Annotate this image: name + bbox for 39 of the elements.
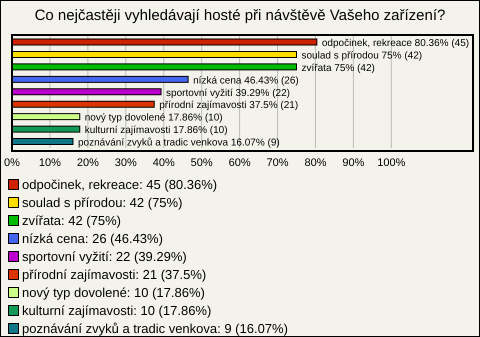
data-label: nízká cena 46.43% (26) — [193, 75, 299, 86]
data-label: zvířata 75% (42) — [302, 62, 375, 74]
data-label: soulad s přírodou 75% (42) — [302, 50, 422, 62]
text: zvířata: 42 (75%) — [22, 212, 121, 228]
x-tick-label: 30% — [114, 156, 138, 169]
bar — [12, 126, 80, 133]
bar — [12, 50, 298, 58]
x-tick-label: 80% — [304, 156, 327, 169]
x-tick-label: 50% — [190, 156, 213, 169]
x-tick-label: 10% — [38, 156, 62, 169]
x-tick-label: 90% — [342, 156, 365, 169]
data-label: přírodní zajímavosti 37.5% (21) — [159, 100, 298, 112]
bar — [12, 100, 155, 108]
x-tick-label: 70% — [266, 156, 289, 169]
x-tick-label: 40% — [152, 156, 175, 169]
bar — [12, 88, 162, 96]
text: nový typ dovolené: 10 (17.86%) — [22, 284, 205, 300]
data-label: nový typ dovolené 17.86% (10) — [84, 112, 223, 124]
text: soulad s přírodou: 42 (75%) — [22, 194, 182, 210]
data-label: poznávání zvyků a tradic venkova 16.07% (9) — [78, 136, 280, 149]
text: nízká cena: 26 (46.43%) — [22, 230, 163, 246]
x-tick-label: 20% — [76, 156, 100, 169]
text: sportovní vyžití: 22 (39.29%) — [22, 248, 187, 264]
text: odpočinek, rekreace: 45 (80.36%) — [22, 176, 218, 192]
text: kulturní zajímavosti: 10 (17.86%) — [22, 302, 212, 318]
chart-title: Co nejčastěji vyhledávají hosté při návštěvě Vašeho zařízení? — [34, 7, 446, 24]
text: poznávání zvyků a tradic venkova: 9 (16.07%) — [22, 320, 288, 336]
bar — [12, 63, 298, 70]
data-label: kulturní zajímavosti 17.86% (10) — [84, 125, 228, 136]
data-label: sportovní vyžití 39.29% (22) — [166, 88, 290, 99]
x-tick-label: 0% — [4, 156, 20, 169]
bar — [12, 138, 74, 146]
x-tick-label: 60% — [228, 156, 251, 169]
bar — [12, 38, 318, 46]
data-label: odpočinek, rekreace 80.36% (45) — [322, 38, 470, 49]
bar — [12, 76, 189, 83]
x-tick-label: 100% — [377, 156, 406, 169]
text: přírodní zajímavosti: 21 (37.5%) — [22, 266, 206, 282]
bar — [12, 113, 80, 120]
